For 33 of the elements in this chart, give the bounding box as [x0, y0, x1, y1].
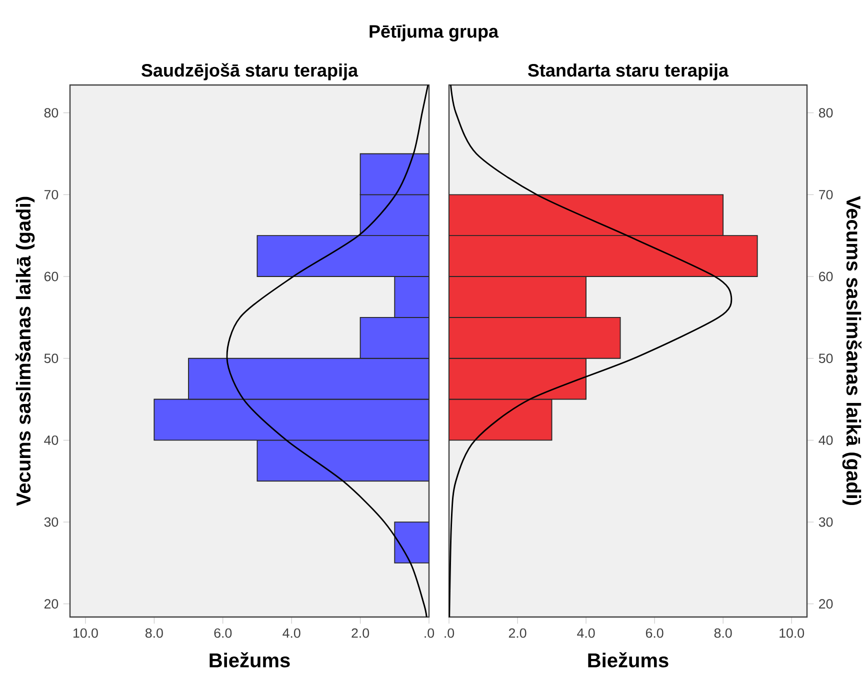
y-tick-label: 80 — [44, 108, 58, 118]
x-tick-label: 6.0 — [646, 628, 664, 638]
x-tick-label: 10.0 — [780, 628, 804, 638]
y-tick-label: 60 — [44, 272, 58, 282]
y-tick-label: 70 — [819, 190, 833, 200]
chart-subtitle: Saudzējošā staru terapija — [141, 63, 358, 80]
y-tick-label: 50 — [818, 354, 833, 364]
y-tick-label: 60 — [819, 272, 833, 282]
y-tick-label: 20 — [44, 599, 58, 609]
x-tick-label: 10.0 — [74, 628, 98, 638]
y-tick-label: 70 — [44, 190, 58, 200]
x-axis-title: Biežums — [210, 652, 290, 668]
y-tick-label: 80 — [818, 108, 833, 118]
x-axis-title: Biežums — [588, 652, 668, 668]
chart-title: Pētījuma grupa — [370, 24, 499, 42]
x-tick-label: 2.0 — [508, 628, 526, 638]
y-tick-label: 40 — [818, 435, 833, 445]
x-tick-label: .0 — [444, 628, 454, 638]
y-tick-label: 40 — [44, 435, 58, 445]
x-tick-label: 2.0 — [352, 628, 370, 638]
x-tick-label: 6.0 — [214, 628, 232, 638]
y-axis-title: Vecums saslimšanas laikā (gadi) — [15, 196, 35, 506]
y-tick-label: 30 — [44, 517, 58, 527]
y-tick-label: 50 — [44, 354, 58, 364]
x-tick-label: 4.0 — [577, 628, 595, 638]
chart-title: Standarta staru terapija — [528, 63, 729, 80]
x-tick-label: 8.0 — [714, 628, 732, 638]
y-tick-label: 20 — [819, 599, 833, 609]
y-axis-title: Vecums saslimšanas laikā (gadi) — [842, 196, 862, 506]
y-tick-label: 30 — [818, 517, 833, 527]
x-tick-label: .0 — [424, 628, 434, 638]
x-tick-label: 8.0 — [145, 628, 163, 638]
x-tick-label: 4.0 — [282, 628, 300, 638]
